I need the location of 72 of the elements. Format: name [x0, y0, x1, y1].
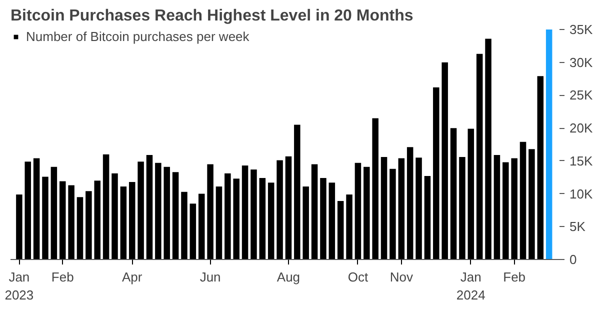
bar	[181, 192, 188, 260]
bar	[433, 87, 440, 260]
bar	[537, 76, 544, 260]
legend-label: Number of Bitcoin purchases per week	[26, 29, 250, 44]
bar	[406, 147, 414, 260]
bar	[259, 178, 266, 260]
bar	[442, 62, 448, 260]
bar	[502, 162, 509, 260]
y-tick-label: 20K	[570, 120, 593, 136]
bar	[216, 186, 222, 260]
chart-title: Bitcoin Purchases Reach Highest Level in 20 Months	[10, 8, 414, 24]
bar	[120, 186, 127, 260]
x-tick-label: Aug	[276, 270, 300, 284]
bar	[172, 172, 179, 260]
bar	[424, 176, 431, 260]
bar	[24, 162, 31, 260]
bar	[224, 173, 231, 260]
y-tick-label: 5K	[570, 219, 586, 234]
bar	[546, 30, 552, 260]
bar	[450, 128, 457, 260]
x-tick-label: Oct	[348, 270, 368, 284]
bar	[86, 191, 92, 260]
x-tick-label: Apr	[122, 270, 143, 284]
bar	[459, 156, 466, 260]
y-tick-label: 35K	[570, 22, 593, 37]
bar	[198, 194, 205, 260]
bar	[390, 168, 396, 260]
bar	[164, 166, 170, 260]
bar	[416, 158, 422, 260]
bar	[242, 166, 248, 260]
bar	[42, 176, 48, 260]
bar	[294, 124, 300, 260]
y-tick-label: 15K	[570, 153, 593, 168]
bar	[320, 178, 326, 260]
bar	[485, 38, 492, 260]
bar	[68, 185, 74, 260]
bar	[102, 154, 110, 260]
bar	[50, 166, 58, 260]
x-tick-label: Feb	[51, 270, 74, 284]
bar	[138, 162, 144, 260]
bar	[337, 201, 344, 260]
bar	[276, 160, 283, 260]
y-tick-label: 25K	[570, 88, 593, 103]
bar	[311, 164, 318, 260]
bar	[372, 118, 378, 260]
bar	[146, 155, 153, 260]
bar	[494, 155, 500, 260]
bar	[364, 166, 370, 260]
bar	[33, 158, 40, 260]
bar	[250, 169, 257, 260]
x-tick-label: Jan 2024	[456, 270, 486, 302]
x-tick-label: Feb	[503, 270, 526, 284]
y-tick-label: 10K	[570, 186, 593, 202]
bar	[528, 149, 535, 260]
bar	[520, 142, 526, 260]
bar	[76, 197, 84, 260]
bar	[268, 182, 274, 260]
x-tick-label: Jun	[200, 270, 221, 284]
bar	[346, 194, 352, 260]
x-tick-label: Jan 2023	[4, 270, 34, 302]
y-tick-label: 0	[570, 252, 577, 267]
bar	[233, 178, 240, 260]
x-tick-label: Nov	[390, 270, 414, 284]
bar	[302, 186, 309, 260]
bar	[190, 204, 196, 260]
y-tick-label: 30K	[570, 54, 593, 70]
bar	[155, 162, 162, 260]
bar	[328, 182, 336, 260]
bar	[112, 173, 118, 260]
bar	[94, 180, 100, 260]
bar	[380, 156, 388, 260]
bar	[476, 54, 483, 260]
